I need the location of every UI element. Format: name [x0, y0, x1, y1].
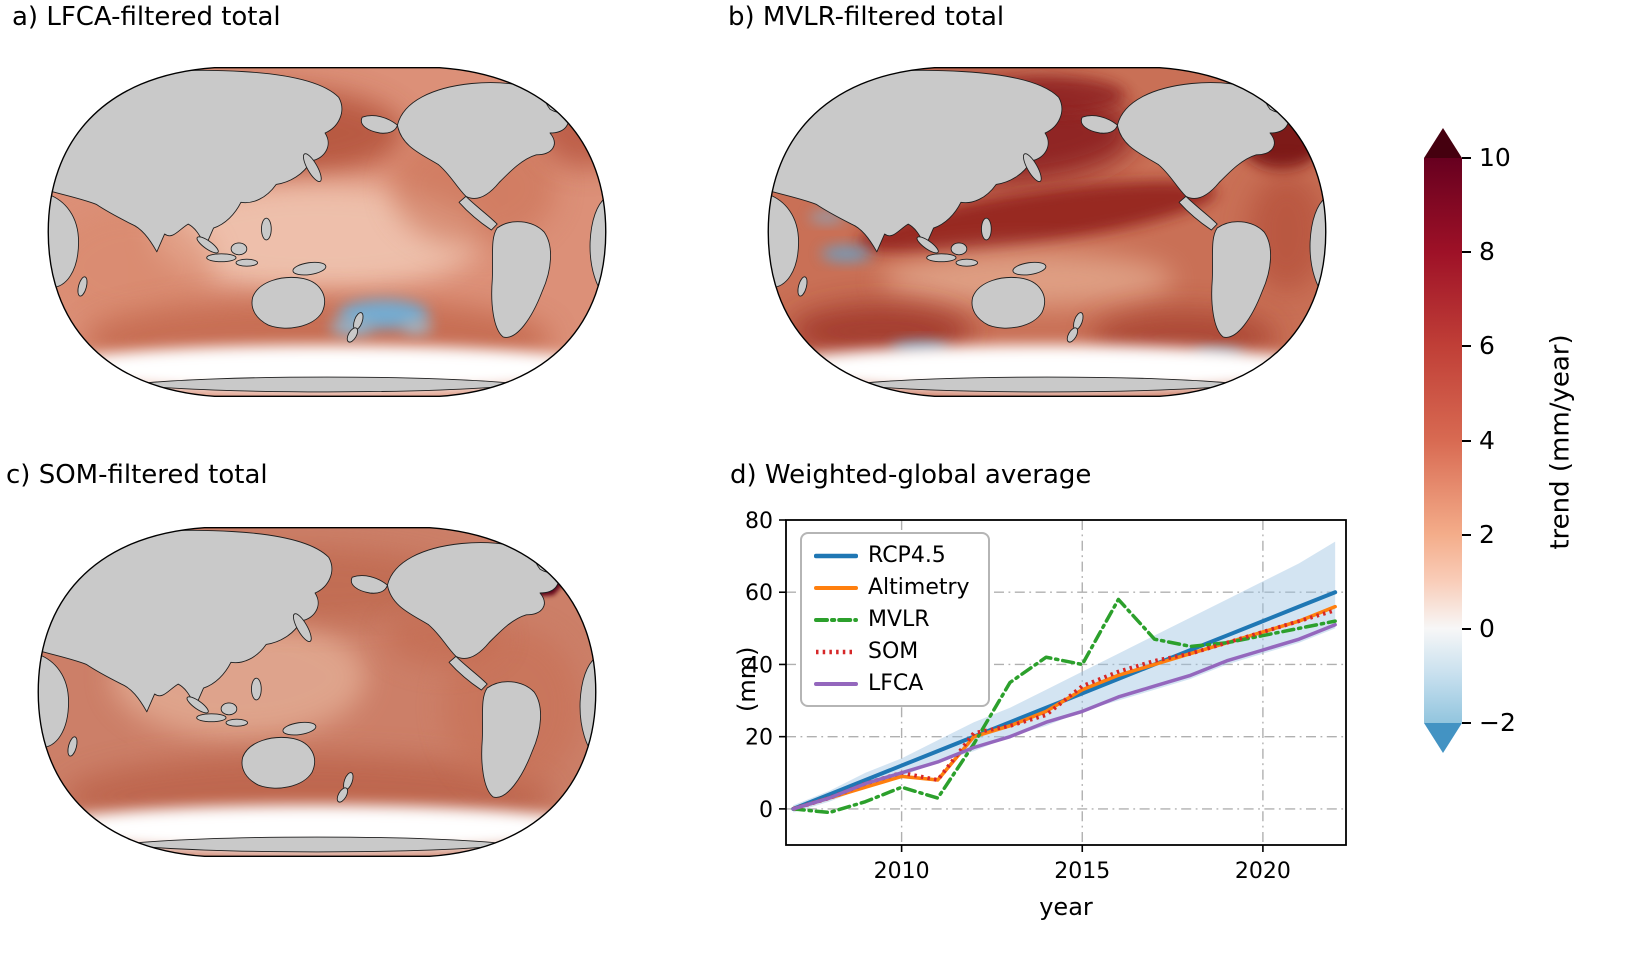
colorbar-tick-label: 4: [1479, 425, 1495, 455]
map-b-ocean: [768, 67, 1326, 397]
panel-c-title: c) SOM-filtered total: [6, 460, 268, 490]
colorbar-gradient: [1424, 158, 1462, 723]
colorbar-over-arrow: [1424, 128, 1462, 158]
legend-label: MVLR: [868, 607, 930, 632]
legend-item: Altimetry: [814, 575, 970, 600]
colorbar-tick: [1462, 439, 1471, 442]
panel-d-title: d) Weighted-global average: [730, 460, 1092, 490]
map-c-ocean: [38, 527, 596, 857]
legend-line-sample: [816, 649, 856, 654]
colorbar-under-arrow: [1424, 723, 1462, 753]
svg-text:0: 0: [759, 798, 773, 823]
chart-canvas: 2010 2015 2020 0 20 40 60 80: [745, 509, 1347, 884]
colorbar-tick: [1462, 157, 1471, 159]
svg-text:2020: 2020: [1235, 859, 1291, 884]
legend-label: LFCA: [868, 671, 924, 696]
svg-text:40: 40: [745, 653, 773, 678]
colorbar-tick-label: 8: [1479, 237, 1495, 267]
colorbar-tick: [1462, 345, 1471, 348]
legend-line-sample: [814, 585, 858, 590]
map-b: [767, 66, 1327, 398]
legend-item: SOM: [814, 639, 970, 664]
panel-a-title: a) LFCA-filtered total: [12, 2, 281, 32]
legend-label: Altimetry: [868, 575, 970, 600]
colorbar-tick-label: −2: [1479, 708, 1516, 737]
legend-line-sample: [814, 553, 858, 558]
map-a: [47, 66, 607, 398]
colorbar-tick: [1462, 533, 1471, 536]
chart-legend: RCP4.5 Altimetry MVLR SOM LFCA: [800, 532, 990, 707]
legend-item: MVLR: [814, 607, 970, 632]
legend-line-sample: [814, 617, 858, 622]
legend-item: RCP4.5: [814, 543, 970, 568]
colorbar-tick: [1462, 722, 1471, 724]
colorbar: 10 8 6 4 2 0 −2: [1415, 120, 1650, 820]
legend-line-sample: [814, 681, 858, 686]
svg-text:2010: 2010: [874, 859, 930, 884]
legend-item: LFCA: [814, 671, 970, 696]
colorbar-tick-label: 6: [1479, 331, 1495, 361]
colorbar-tick-label: 2: [1479, 519, 1495, 549]
timeseries-chart: 2010 2015 2020 0 20 40 60 80 RCP4.5 Altimetry MVL…: [738, 506, 1358, 891]
colorbar-label: trend (mm/year): [1545, 334, 1576, 550]
colorbar-tick-label: 10: [1479, 143, 1511, 172]
panel-b-title: b) MVLR-filtered total: [728, 2, 1005, 32]
colorbar-tick: [1462, 251, 1471, 254]
map-a-ocean: [48, 67, 606, 397]
svg-text:60: 60: [745, 581, 773, 606]
colorbar-tick: [1462, 627, 1471, 630]
svg-text:20: 20: [745, 726, 773, 751]
legend-label: RCP4.5: [868, 543, 946, 568]
svg-text:80: 80: [745, 509, 773, 534]
y-axis-label: (mm): [733, 646, 761, 712]
svg-text:2015: 2015: [1054, 859, 1110, 884]
map-c: [37, 526, 597, 858]
legend-label: SOM: [868, 639, 919, 664]
colorbar-tick-label: 0: [1479, 613, 1495, 643]
x-axis-label: year: [1039, 893, 1093, 921]
